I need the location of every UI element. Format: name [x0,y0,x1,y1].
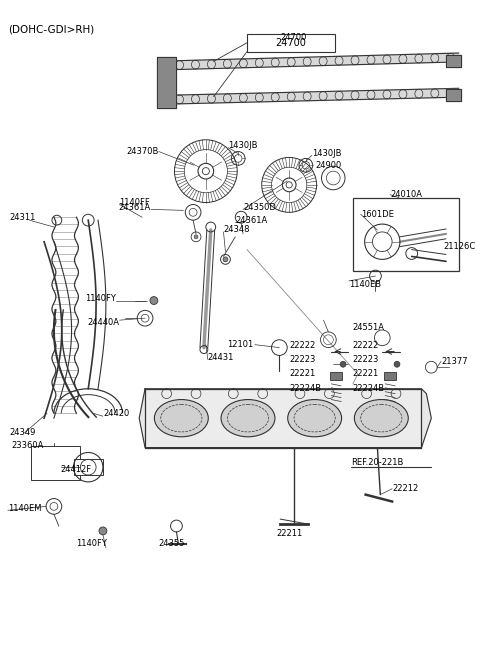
Text: 1140FY: 1140FY [76,539,108,548]
Circle shape [99,527,107,535]
Text: 22222: 22222 [289,341,315,350]
Text: 22221: 22221 [289,369,315,377]
Circle shape [394,362,400,367]
Bar [247,34,335,52]
Text: 22221: 22221 [353,369,379,377]
Polygon shape [139,389,432,447]
Text: 1140EB: 1140EB [349,280,381,290]
Text: 22212: 22212 [392,484,419,493]
Text: 22224B: 22224B [353,384,385,393]
Text: 24420: 24420 [103,409,129,418]
Text: 24350D: 24350D [243,203,276,212]
Ellipse shape [288,400,342,437]
Text: 1140EM: 1140EM [8,504,41,513]
Text: 21126C: 21126C [443,242,475,251]
Polygon shape [145,389,421,447]
Polygon shape [446,89,461,101]
Text: 22223: 22223 [353,355,379,364]
Text: 23360A: 23360A [12,441,44,450]
Text: 24700: 24700 [276,38,307,48]
Text: 22223: 22223 [289,355,315,364]
Text: 12101: 12101 [227,340,253,349]
Ellipse shape [354,400,408,437]
Bar [31,445,80,480]
Circle shape [150,297,158,305]
Text: 24900: 24900 [316,160,342,170]
Text: 22211: 22211 [276,529,302,538]
Circle shape [340,362,346,367]
Polygon shape [157,58,177,109]
Text: 1430JB: 1430JB [228,141,258,150]
Text: 24311: 24311 [10,213,36,222]
Text: 22222: 22222 [353,341,379,350]
Text: 1601DE: 1601DE [361,210,394,219]
Text: 1140FF: 1140FF [120,198,150,207]
Text: 24361A: 24361A [119,203,151,212]
Text: 1430JB: 1430JB [312,149,341,158]
Text: 24349: 24349 [10,428,36,438]
Bar [353,198,459,271]
Text: 24440A: 24440A [87,318,120,327]
Circle shape [223,257,228,262]
Circle shape [194,235,198,239]
Text: 22224B: 22224B [289,384,321,393]
Text: (DOHC-GDI>RH): (DOHC-GDI>RH) [8,24,94,34]
Text: 24361A: 24361A [235,215,267,225]
Text: 24010A: 24010A [390,190,422,199]
Bar [73,459,103,475]
Text: 24700: 24700 [281,33,307,43]
Text: 24355: 24355 [158,539,185,548]
Text: REF.20-221B: REF.20-221B [351,458,403,467]
Text: 1140FY: 1140FY [85,294,116,303]
Text: 24348: 24348 [224,225,250,234]
Bar [330,372,342,380]
Ellipse shape [155,400,208,437]
Text: 21377: 21377 [441,357,468,366]
Text: 24412F: 24412F [61,464,92,474]
Polygon shape [446,56,461,67]
Bar [384,372,396,380]
Polygon shape [171,53,459,69]
Polygon shape [171,88,459,104]
Ellipse shape [221,400,275,437]
Text: 24370B: 24370B [126,147,159,156]
Text: 24431: 24431 [208,353,234,362]
Text: 24551A: 24551A [353,324,385,333]
